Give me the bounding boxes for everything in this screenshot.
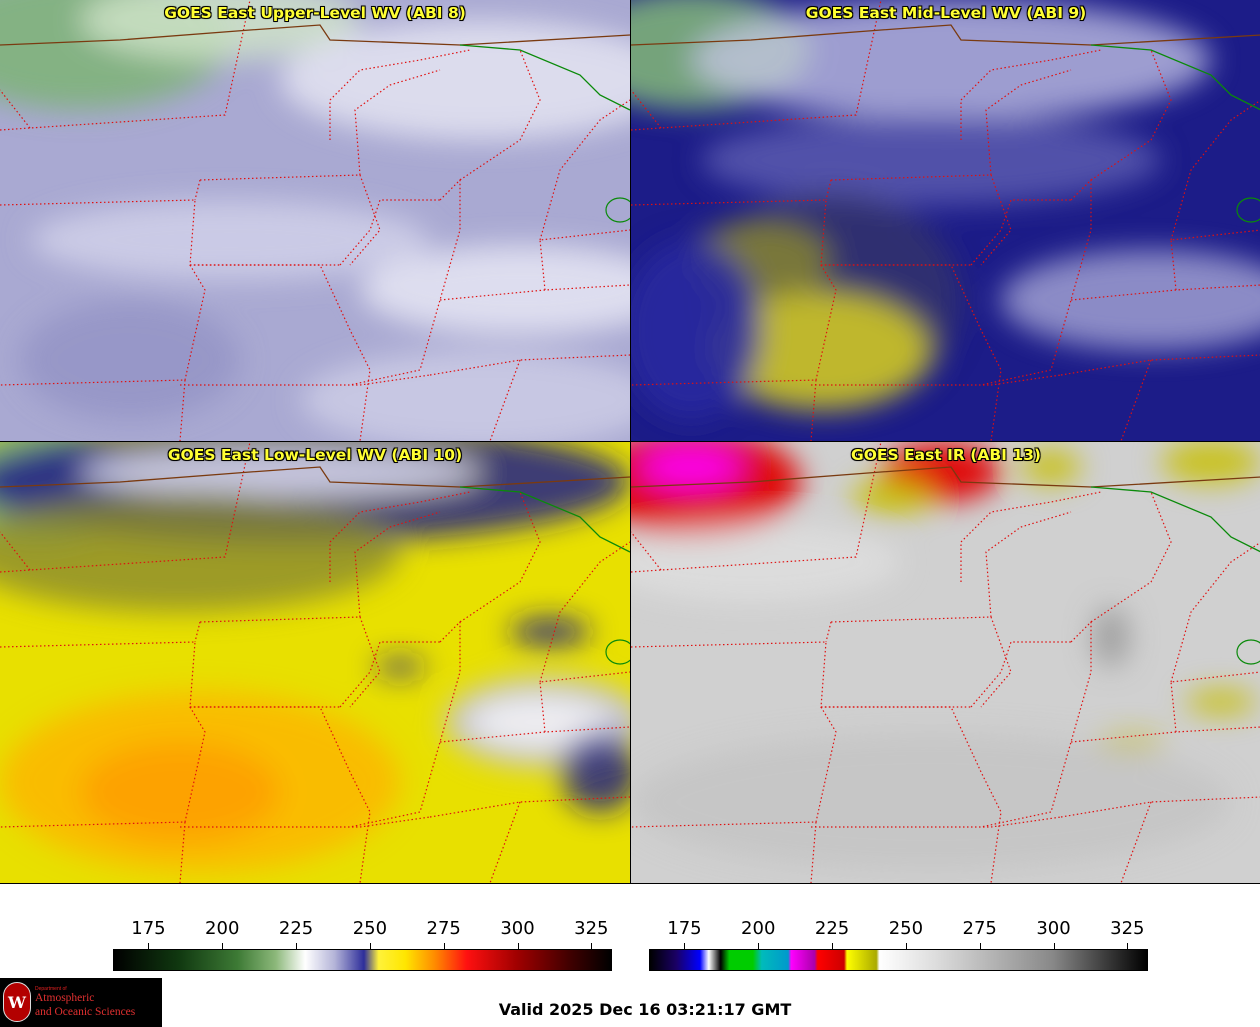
colorbar-tick-label: 325 — [574, 918, 609, 939]
colorbar-tick-mark — [222, 943, 224, 949]
satellite-image — [631, 0, 1260, 441]
logo-line: Department of — [35, 986, 67, 992]
satellite-image — [0, 0, 630, 441]
colorbar-tick-label: 250 — [352, 918, 388, 939]
colorbar-tick-mark — [443, 943, 445, 949]
colorbar-tick-mark — [979, 943, 981, 949]
colorbar-tick-label: 175 — [131, 918, 166, 939]
colorbar-tick-mark — [684, 943, 686, 949]
panel-title: GOES East Mid-Level WV (ABI 9) — [805, 4, 1087, 22]
aos-logo: W Department of Atmospheric and Oceanic … — [0, 978, 162, 1027]
panel-title: GOES East Upper-Level WV (ABI 8) — [164, 4, 466, 22]
colorbar-tick-mark — [905, 943, 907, 949]
colorbar-ticks: 175 200 225 250 275 300 325 — [113, 918, 612, 949]
colorbar-tick-label: 225 — [814, 918, 850, 939]
satellite-image — [631, 442, 1260, 883]
colorbar-tick-label: 300 — [500, 918, 535, 939]
uw-crest-icon: W — [3, 982, 31, 1022]
colorbar-tick-label: 200 — [741, 918, 776, 939]
colorbar-tick-label: 275 — [426, 918, 461, 939]
colorbar-tick-mark — [148, 943, 150, 949]
mid-level-wv-panel: GOES East Mid-Level WV (ABI 9) — [631, 0, 1260, 441]
colorbar-tick-label: 175 — [667, 918, 702, 939]
colorbar-gradient — [649, 949, 1148, 971]
panel-divider — [630, 0, 631, 884]
colorbar-tick-mark — [517, 943, 519, 949]
logo-line: Atmospheric — [35, 992, 95, 1004]
colorbar-gradient — [113, 949, 612, 971]
ir-panel: GOES East IR (ABI 13) — [631, 442, 1260, 883]
upper-level-wv-panel: GOES East Upper-Level WV (ABI 8) — [0, 0, 630, 441]
colorbar-tick-label: 275 — [962, 918, 997, 939]
panel-title: GOES East Low-Level WV (ABI 10) — [167, 446, 463, 464]
panel-title: GOES East IR (ABI 13) — [851, 446, 1041, 464]
colorbar-tick-mark — [296, 943, 298, 949]
colorbar-ticks: 175 200 225 250 275 300 325 — [649, 918, 1148, 949]
valid-time: Valid 2025 Dec 16 03:21:17 GMT — [498, 1000, 792, 1019]
colorbar-tick-mark — [832, 943, 834, 949]
ir-colorbar: 175 200 225 250 275 300 325 — [649, 918, 1148, 974]
wv-colorbar: 175 200 225 250 275 300 325 — [113, 918, 612, 974]
panel-divider — [0, 441, 1260, 442]
colorbar-tick-mark — [1053, 943, 1055, 949]
colorbar-tick-label: 250 — [888, 918, 924, 939]
colorbar-tick-mark — [758, 943, 760, 949]
colorbar-tick-label: 300 — [1036, 918, 1071, 939]
colorbar-tick-mark — [1127, 943, 1129, 949]
low-level-wv-panel: GOES East Low-Level WV (ABI 10) — [0, 442, 630, 883]
colorbar-tick-label: 225 — [278, 918, 314, 939]
logo-line: and Oceanic Sciences — [35, 1006, 136, 1018]
satellite-image — [0, 442, 630, 883]
colorbar-tick-label: 200 — [205, 918, 240, 939]
colorbar-tick-mark — [369, 943, 371, 949]
colorbar-tick-label: 325 — [1110, 918, 1145, 939]
colorbar-tick-mark — [591, 943, 593, 949]
panel-divider — [0, 883, 1260, 884]
